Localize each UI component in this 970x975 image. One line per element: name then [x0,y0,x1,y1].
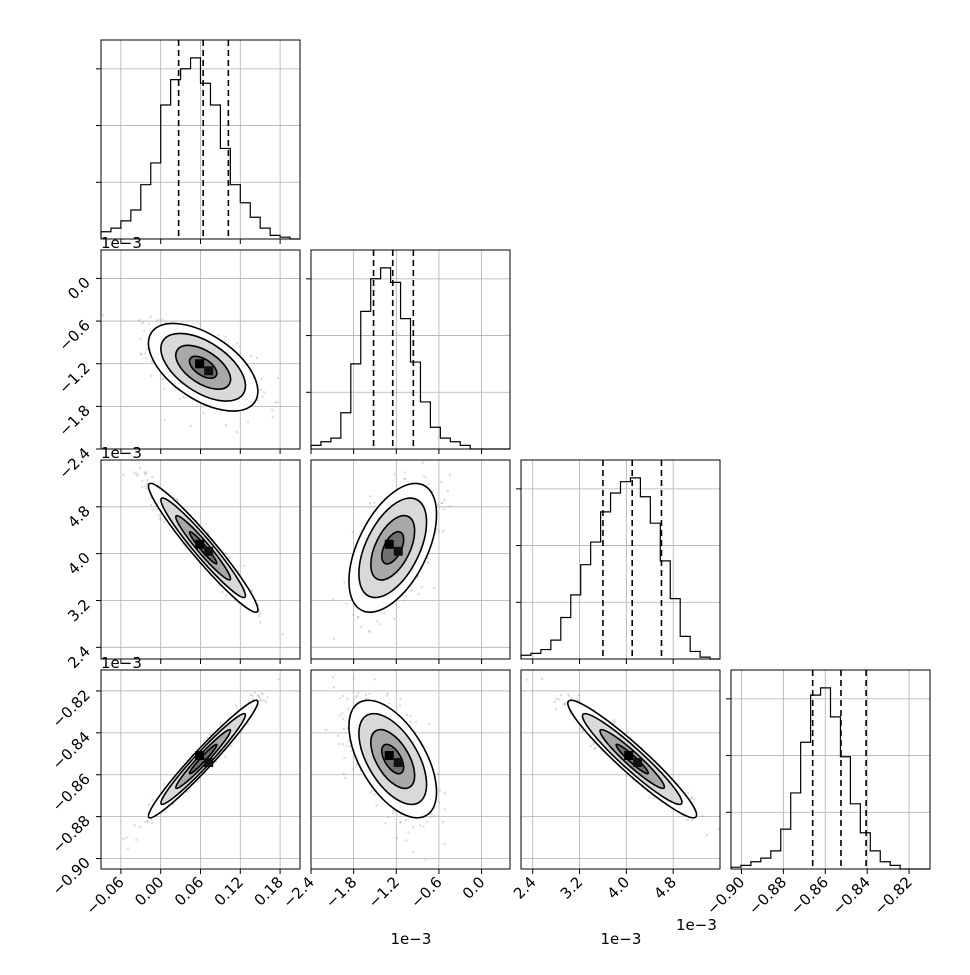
panel-frame [310,669,511,870]
density-peak [204,366,214,376]
density-peak [195,751,205,761]
panel-frame [310,249,511,450]
histogram-panel [516,459,721,660]
density-peak [195,359,205,369]
y-tick-label: −0.90 [49,854,94,899]
panel-frame [310,459,511,660]
scatter-panel: −2.4 −1.8 −1.2 −0.6 0.0 [279,669,511,912]
histogram-step [730,687,930,870]
x-tick-label: −0.82 [871,873,916,918]
y-tick-label: −0.88 [49,812,94,857]
histogram-panel: −0.90−0.88−0.86−0.84−0.82 [703,669,931,918]
x-tick-label: −0.6 [407,873,445,911]
histogram-panel [306,249,511,450]
y-axis-offset: 1e−3 [101,654,142,672]
x-tick-label: 0.12 [211,873,247,909]
x-tick-label: 0.0 [459,873,489,903]
scatter-panel: −2.4 −1.8 −1.2 −0.6 0.0 1e−3 [55,234,301,483]
histogram-panel [96,39,301,240]
y-tick-label: 4.0 [64,549,94,579]
x-tick-label: −1.8 [322,873,360,911]
x-tick-label: −2.4 [279,873,317,911]
scatter-panel [310,459,511,660]
y-tick-label: −1.2 [55,359,93,397]
density-peak [384,539,394,549]
panel-frame [730,669,931,870]
y-tick-label: −0.86 [49,770,94,815]
histogram-step [520,477,720,660]
y-tick-label: −0.6 [55,316,93,354]
x-tick-label: 0.06 [171,873,207,909]
density-peak [633,758,643,768]
y-axis-offset: 1e−3 [101,444,142,462]
y-tick-label: −0.84 [49,728,94,773]
density-peak [204,758,214,768]
x-tick-label: −0.86 [787,873,832,918]
y-tick-label: 0.0 [64,274,94,304]
y-tick-label: 3.2 [64,596,94,626]
scatter-panel: 2.4 3.2 4.0 4.8 [510,669,721,903]
y-tick-label: −1.8 [55,401,93,439]
density-peak [624,751,634,761]
x-tick-label: 4.0 [604,873,634,903]
density-peak [204,546,214,556]
y-tick-label: −2.4 [55,444,93,482]
y-tick-label: 4.8 [64,502,94,532]
x-tick-label: −1.2 [365,873,403,911]
x-axis-offset: 1e−3 [601,930,642,948]
x-axis-offset: 1e−3 [391,930,432,948]
x-tick-label: 4.8 [650,873,680,903]
y-tick-label: 2.4 [64,642,94,672]
x-tick-label: 2.4 [510,873,540,903]
density-peak [195,539,205,549]
x-tick-label: −0.90 [703,873,748,918]
x-tick-label: −0.84 [829,873,874,918]
x-tick-label: 3.2 [557,873,587,903]
x-tick-label: 0.18 [251,873,287,909]
density-peak [393,758,403,768]
y-tick-label: −0.82 [49,686,94,731]
panel-frame [520,669,721,870]
histogram-step [310,267,510,450]
scatter-panel: 2.4 3.2 4.0 4.8 1e−3 [64,444,301,672]
x-tick-label: 0.00 [131,873,167,909]
density-peak [384,751,394,761]
x-tick-label: −0.06 [82,873,127,918]
x-tick-label: −0.88 [745,873,790,918]
panel-frame [520,459,721,660]
x-axis-offset: 1e−3 [676,916,717,934]
y-axis-offset: 1e−3 [101,234,142,252]
histogram-step [100,57,300,240]
density-peak [393,546,403,556]
